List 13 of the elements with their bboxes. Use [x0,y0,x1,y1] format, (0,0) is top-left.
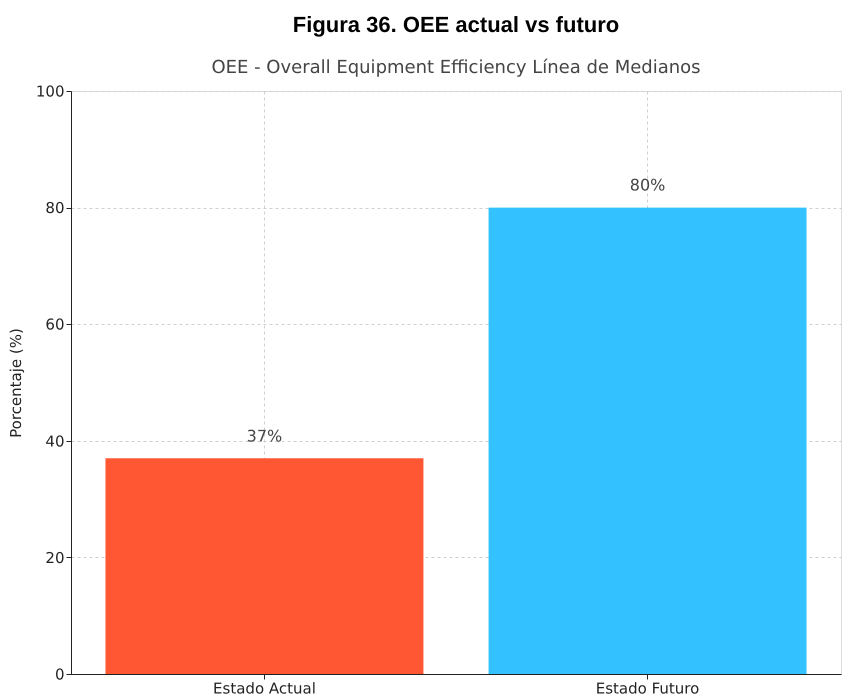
y-tick-label: 80 [45,199,64,218]
y-tick-label: 0 [54,666,64,684]
y-tick-label: 100 [36,82,64,100]
x-tick-label: Estado Actual [213,680,316,698]
chart-title: OEE - Overall Equipment Efficiency Línea de Medianos [211,57,701,78]
y-tick-label: 40 [45,432,64,450]
y-tick-label: 20 [45,548,64,567]
data-label: 80% [630,176,666,195]
y-tick-label: 60 [45,316,64,334]
data-label: 37% [246,426,282,446]
y-axis-title: Porcentaje (%) [6,328,25,438]
text: Figura 36. OEE actual vs futuro [292,12,620,37]
x-tick-label: Estado Futuro [596,680,700,698]
